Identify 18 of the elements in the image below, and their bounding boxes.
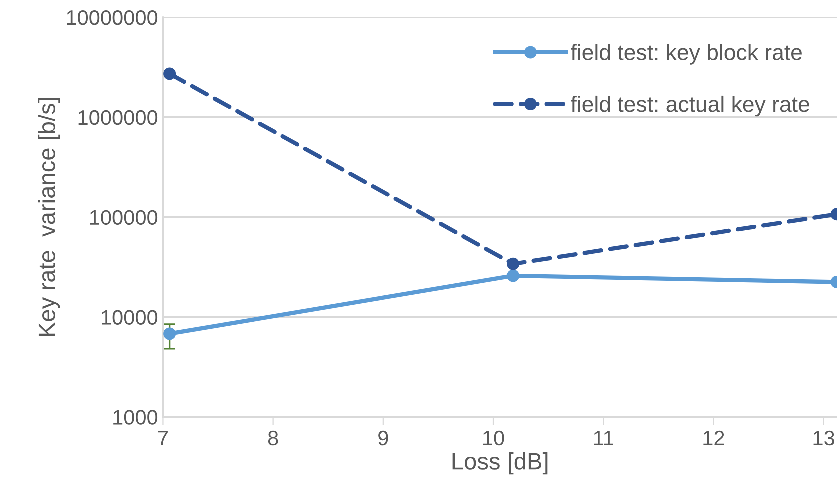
point	[164, 68, 176, 80]
x-tick-label: 11	[594, 431, 614, 446]
point	[164, 328, 176, 340]
legend-label: field test: actual key rate	[571, 96, 810, 117]
y-tick-label: 10000	[102, 310, 158, 325]
legend-label: field test: key block rate	[571, 44, 802, 65]
x-tick-label: 10	[484, 430, 504, 446]
x-axis-title: Loss [dB]	[452, 452, 548, 475]
x-tick-label: 13	[814, 430, 834, 446]
x-tick-label: 12	[704, 430, 724, 446]
x-tick-label: 9	[378, 430, 388, 446]
x-tick-label: 7	[158, 431, 168, 446]
y-tick-label: 1000	[114, 410, 158, 425]
y-tick-label: 100000	[90, 210, 158, 226]
x-tick-label: 8	[268, 430, 278, 446]
y-axis-title: Key rate variance [b/s]	[38, 98, 60, 336]
y-tick-label: 1000000	[78, 110, 158, 126]
y-tick-label: 10000000	[67, 10, 158, 26]
